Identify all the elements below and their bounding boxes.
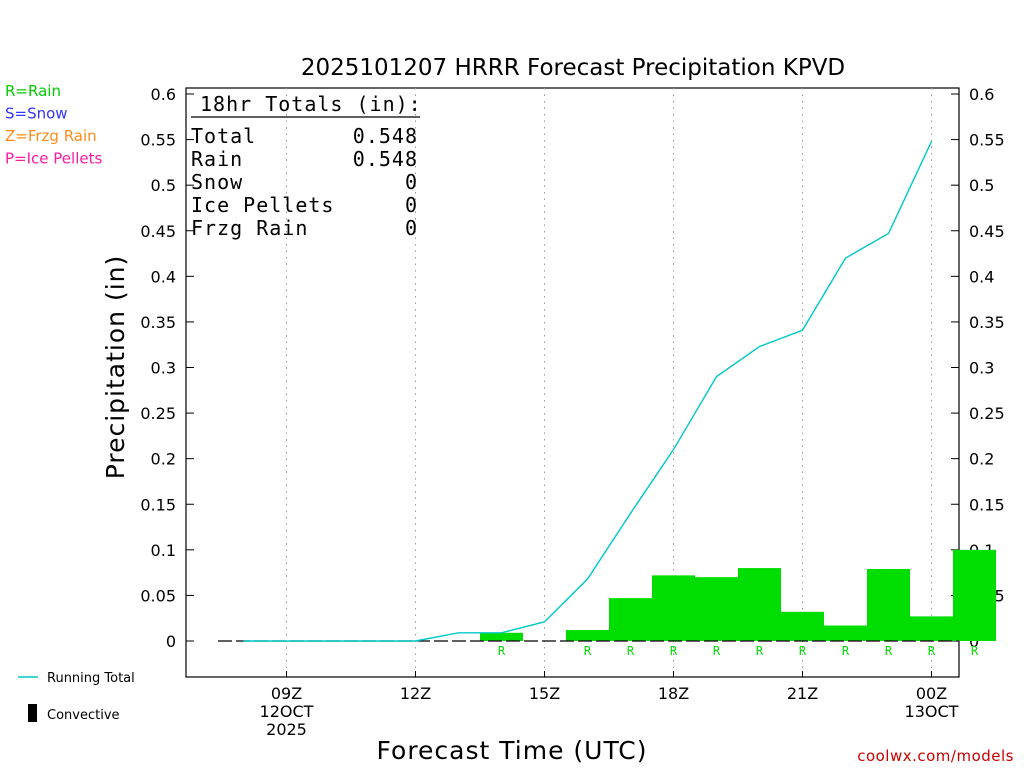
y-tick-label-right: 0.15 bbox=[969, 495, 1005, 514]
x-axis-label: Forecast Time (UTC) bbox=[377, 736, 648, 765]
totals-header: 18hr Totals (in): bbox=[200, 92, 422, 116]
rain-bar bbox=[953, 549, 996, 641]
rain-bar bbox=[910, 616, 953, 641]
totals-row-value: 0.548 bbox=[353, 147, 418, 171]
y-tick-label-left: 0.25 bbox=[140, 404, 176, 423]
x-tick-label: 15Z bbox=[529, 684, 560, 703]
y-tick-label-left: 0.1 bbox=[151, 541, 176, 560]
rain-bar bbox=[824, 625, 867, 641]
y-tick-label-left: 0.45 bbox=[140, 222, 176, 241]
totals-row-value: 0 bbox=[405, 170, 418, 194]
y-tick-label-left: 0.5 bbox=[151, 176, 176, 195]
precip-type-marker: R bbox=[584, 644, 592, 658]
rain-bar bbox=[480, 632, 523, 641]
precip-type-marker: R bbox=[885, 644, 893, 658]
y-tick-label-left: 0.3 bbox=[151, 359, 176, 378]
y-tick-label-left: 0.05 bbox=[140, 586, 176, 605]
rain-bar bbox=[566, 630, 609, 641]
credit-text: coolwx.com/models bbox=[857, 747, 1014, 765]
plot-frame bbox=[185, 87, 960, 678]
x-tick-label: 2025 bbox=[266, 720, 307, 739]
type-legend: R=Rain S=Snow Z=Frzg Rain P=Ice Pellets bbox=[5, 82, 102, 168]
totals-row-value: 0.548 bbox=[353, 124, 418, 148]
y-tick-label-left: 0.6 bbox=[151, 85, 176, 104]
type-legend-item: P=Ice Pellets bbox=[5, 150, 102, 168]
y-tick-label-left: 0.2 bbox=[151, 450, 176, 469]
x-tick-label: 21Z bbox=[787, 684, 818, 703]
totals-box: 18hr Totals (in): Total 0.548 Rain 0.548 Snow… bbox=[191, 92, 422, 240]
precip-type-marker: R bbox=[799, 644, 807, 658]
y-tick-label-left: 0.4 bbox=[151, 267, 176, 286]
bottom-legend: Running Total Convective bbox=[18, 671, 135, 723]
y-tick-label-left: 0.35 bbox=[140, 313, 176, 332]
y-tick-label-left: 0.15 bbox=[140, 495, 176, 514]
precip-type-marker: R bbox=[670, 644, 678, 658]
type-legend-item: S=Snow bbox=[5, 105, 68, 123]
rain-bar bbox=[652, 575, 695, 641]
rain-bar bbox=[781, 611, 824, 641]
totals-row-label: Rain bbox=[191, 147, 243, 171]
x-tick-label: 18Z bbox=[658, 684, 689, 703]
totals-row-label: Frzg Rain bbox=[191, 216, 308, 240]
y-tick-label-right: 0.5 bbox=[969, 176, 994, 195]
rain-bar bbox=[738, 568, 781, 641]
y-tick-label-right: 0.55 bbox=[969, 131, 1005, 150]
y-tick-label-left: 0.55 bbox=[140, 131, 176, 150]
y-tick-label-right: 0.45 bbox=[969, 222, 1005, 241]
x-tick-label: 12Z bbox=[400, 684, 431, 703]
totals-row-value: 0 bbox=[405, 216, 418, 240]
legend-running-total-label: Running Total bbox=[47, 671, 135, 686]
rain-bar bbox=[695, 577, 738, 641]
precip-type-marker: R bbox=[498, 644, 506, 658]
legend-convective-label: Convective bbox=[47, 708, 120, 723]
totals-row-label: Ice Pellets bbox=[191, 193, 334, 217]
legend-convective-swatch bbox=[28, 704, 37, 722]
precip-type-marker: R bbox=[756, 644, 764, 658]
y-tick-label-right: 0.4 bbox=[969, 267, 994, 286]
y-tick-label-left: 0 bbox=[166, 632, 176, 651]
precip-type-marker: R bbox=[842, 644, 850, 658]
precip-type-marker: R bbox=[928, 644, 936, 658]
y-tick-label-right: 0.2 bbox=[969, 450, 994, 469]
rain-bar bbox=[609, 598, 652, 641]
y-tick-label-right: 0.35 bbox=[969, 313, 1005, 332]
totals-row-label: Snow bbox=[191, 170, 243, 194]
chart-title: 2025101207 HRRR Forecast Precipitation K… bbox=[301, 55, 845, 81]
x-tick-label: 13OCT bbox=[905, 702, 959, 721]
y-tick-label-right: 0.3 bbox=[969, 359, 994, 378]
y-tick-label-right: 0.6 bbox=[969, 85, 994, 104]
x-tick-label: 12OCT bbox=[260, 702, 314, 721]
totals-row-value: 0 bbox=[405, 193, 418, 217]
type-legend-item: Z=Frzg Rain bbox=[5, 127, 97, 145]
type-legend-item: R=Rain bbox=[5, 82, 61, 100]
precip-type-marker: R bbox=[971, 644, 979, 658]
x-tick-label: 09Z bbox=[271, 684, 302, 703]
precip-type-marker: R bbox=[627, 644, 635, 658]
y-tick-label-right: 0 bbox=[969, 632, 979, 651]
x-tick-label: 00Z bbox=[916, 684, 947, 703]
totals-row-label: Total bbox=[191, 124, 256, 148]
precip-type-marker: R bbox=[713, 644, 721, 658]
y-axis-label: Precipitation (in) bbox=[101, 255, 130, 480]
y-tick-label-right: 0.25 bbox=[969, 404, 1005, 423]
rain-bar bbox=[867, 568, 910, 641]
running-total-line bbox=[243, 141, 933, 642]
